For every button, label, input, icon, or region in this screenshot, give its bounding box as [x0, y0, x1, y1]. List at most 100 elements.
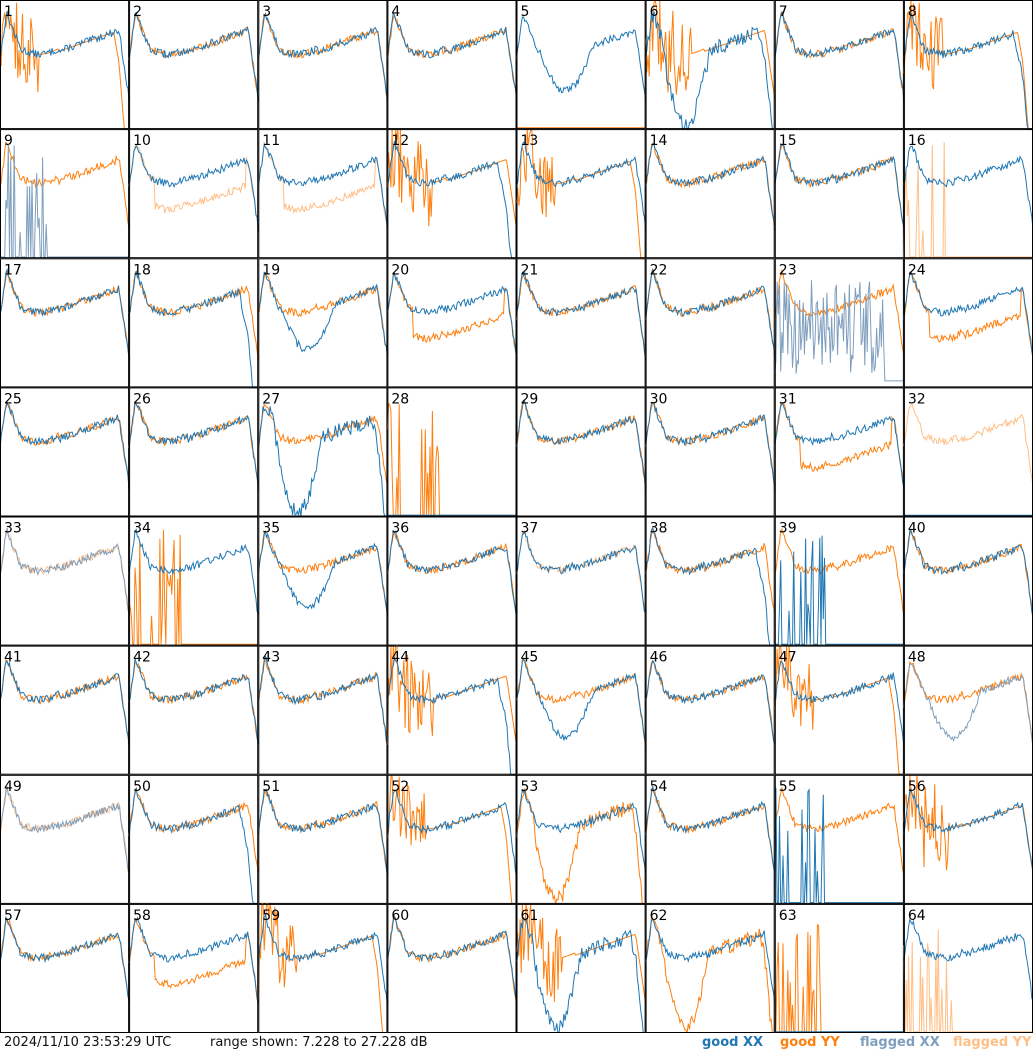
- series-yy-35: [257, 530, 388, 615]
- panel-5: 5: [516, 0, 647, 130]
- series-xx-62: [645, 918, 776, 1005]
- panel-24: 24: [903, 258, 1033, 388]
- panel-frame-12: [387, 129, 517, 259]
- panel-frame-51: [258, 774, 388, 904]
- panel-label-58: 58: [133, 908, 151, 924]
- panel-label-55: 55: [779, 779, 797, 795]
- panel-frame-53: [516, 774, 646, 904]
- series-xx-55: [774, 787, 904, 904]
- series-yy-54: [645, 784, 776, 873]
- series-xx-61: [516, 917, 646, 1033]
- series-xx-42: [128, 658, 259, 745]
- series-yy-2: [128, 12, 259, 101]
- panel-frame-11: [258, 129, 388, 259]
- panel-frame-59: [258, 903, 388, 1033]
- panel-46: 46: [645, 645, 776, 775]
- panel-15: 15: [774, 129, 905, 259]
- series-xx-5: [516, 16, 647, 101]
- range-label: range shown: 7.228 to 27.228 dB: [210, 1035, 428, 1050]
- panel-frame-20: [387, 258, 517, 388]
- series-yy-55: [774, 787, 905, 875]
- panel-4: 4: [386, 0, 517, 130]
- panel-frame-4: [387, 0, 517, 130]
- panel-20: 20: [386, 258, 517, 388]
- series-yy-19: [257, 272, 388, 355]
- panel-frame-6: [645, 0, 775, 130]
- legend-flagged-xx: flagged XX: [860, 1035, 940, 1050]
- panel-33: 33: [0, 516, 130, 646]
- panel-frame-49: [0, 774, 130, 904]
- panel-label-52: 52: [391, 779, 409, 795]
- panel-label-21: 21: [521, 262, 539, 278]
- series-yy-40: [903, 528, 1033, 617]
- panel-label-30: 30: [650, 391, 668, 407]
- series-yy-14: [645, 142, 776, 231]
- panel-label-5: 5: [521, 4, 530, 20]
- series-yy-53: [516, 788, 646, 905]
- panel-21: 21: [516, 258, 647, 388]
- panel-label-22: 22: [650, 262, 668, 278]
- panel-56: 56: [903, 774, 1033, 904]
- panel-62: 62: [645, 903, 776, 1033]
- panel-43: 43: [257, 645, 388, 775]
- series-yy-59: [257, 903, 388, 1033]
- panel-frame-23: [774, 258, 904, 388]
- series-xx-58: [128, 916, 259, 1005]
- panel-label-40: 40: [908, 521, 926, 537]
- panel-9: 9: [0, 129, 130, 259]
- panel-frame-27: [258, 387, 388, 517]
- series-xx-3: [257, 12, 388, 97]
- series-xx-43: [257, 654, 388, 747]
- series-xx-1: [0, 11, 130, 101]
- series-yy-39: [774, 527, 905, 615]
- series-xx-46: [645, 659, 776, 745]
- panel-label-20: 20: [391, 262, 409, 278]
- panel-14: 14: [645, 129, 776, 259]
- series-yy-50: [128, 786, 259, 872]
- series-xx-35: [257, 530, 388, 617]
- panel-frame-5: [516, 0, 646, 130]
- series-xx-47: [774, 660, 905, 747]
- series-yy-7: [774, 11, 905, 103]
- panel-label-61: 61: [521, 908, 539, 924]
- series-xx-33: [0, 528, 130, 613]
- series-xx-25: [0, 400, 130, 491]
- panel-frame-33: [0, 516, 130, 646]
- panel-label-13: 13: [521, 133, 539, 149]
- panel-label-59: 59: [262, 908, 280, 924]
- panel-51: 51: [257, 774, 388, 904]
- series-yy-17: [0, 269, 130, 359]
- series-xx-53: [516, 788, 647, 873]
- panel-label-57: 57: [4, 908, 22, 924]
- panel-7: 7: [774, 0, 905, 130]
- series-yy-33: [0, 527, 130, 618]
- panel-27: 27: [257, 387, 388, 517]
- panel-frame-13: [516, 129, 646, 259]
- series-xx-9: [0, 144, 130, 258]
- series-xx-59: [257, 913, 388, 1006]
- series-yy-3: [257, 13, 388, 103]
- series-xx-38: [645, 526, 775, 647]
- series-yy-42: [128, 661, 259, 743]
- panel-label-9: 9: [4, 133, 13, 149]
- panel-12: 12: [386, 129, 517, 259]
- series-xx-36: [386, 529, 517, 619]
- series-yy-9: [0, 141, 130, 229]
- series-yy-41: [0, 658, 130, 748]
- panel-frame-22: [645, 258, 775, 388]
- series-xx-24: [903, 270, 1033, 359]
- panel-frame-37: [516, 516, 646, 646]
- panel-frame-45: [516, 645, 646, 775]
- panel-label-2: 2: [133, 4, 142, 20]
- panel-label-26: 26: [133, 391, 151, 407]
- series-xx-54: [645, 786, 776, 875]
- panel-53: 53: [516, 774, 647, 905]
- panel-label-62: 62: [650, 908, 668, 924]
- series-yy-58: [128, 918, 259, 1002]
- series-yy-46: [645, 660, 776, 743]
- panel-30: 30: [645, 387, 776, 517]
- series-xx-10: [128, 144, 259, 233]
- panel-50: 50: [128, 774, 259, 905]
- panel-22: 22: [645, 258, 776, 388]
